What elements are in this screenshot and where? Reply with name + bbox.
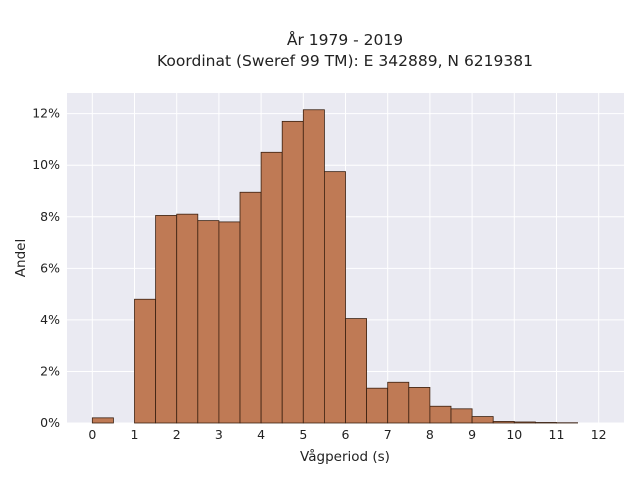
x-tick-label: 4 xyxy=(257,427,265,442)
x-tick-label: 0 xyxy=(88,427,96,442)
histogram-bar xyxy=(281,120,304,424)
x-tick-label: 2 xyxy=(173,427,181,442)
x-tick-label: 3 xyxy=(215,427,223,442)
histogram-bar xyxy=(134,298,157,424)
histogram-bar xyxy=(155,215,178,424)
histogram-bar xyxy=(387,381,410,424)
histogram-bar xyxy=(176,213,199,424)
histogram-bar xyxy=(534,422,557,424)
x-axis-label: Vågperiod (s) xyxy=(300,448,390,465)
histogram-bar xyxy=(260,151,283,424)
histogram-bar xyxy=(345,318,367,424)
histogram-bar xyxy=(408,387,431,424)
histogram-bar xyxy=(218,221,241,424)
y-tick-label: 2% xyxy=(40,363,60,378)
y-tick-label: 10% xyxy=(32,157,60,172)
x-tick-label: 7 xyxy=(384,427,392,442)
y-tick-labels: 0% 2% 4% 6% 8% 10% 12% xyxy=(32,106,60,430)
histogram-bar xyxy=(239,191,262,424)
y-tick-label: 6% xyxy=(40,260,60,275)
y-tick-label: 0% xyxy=(40,415,60,430)
histogram-bar xyxy=(197,220,220,424)
histogram-bar xyxy=(450,408,473,424)
x-tick-labels: 0 1 2 3 4 5 6 7 8 9 10 11 12 xyxy=(88,427,606,442)
histogram-bar xyxy=(513,421,536,424)
bars-group xyxy=(91,109,578,424)
x-tick-label: 12 xyxy=(591,427,607,442)
y-tick-label: 4% xyxy=(40,312,60,327)
histogram-bar xyxy=(471,416,494,424)
histogram-bar xyxy=(429,405,452,424)
y-tick-label: 12% xyxy=(32,106,60,121)
x-tick-label: 11 xyxy=(549,427,565,442)
x-tick-label: 6 xyxy=(342,427,350,442)
y-tick-label: 8% xyxy=(40,209,60,224)
histogram-bar xyxy=(302,109,325,424)
x-tick-label: 10 xyxy=(506,427,522,442)
histogram-bar xyxy=(366,387,389,424)
histogram-bar xyxy=(492,421,515,424)
histogram-bar xyxy=(324,171,346,424)
histogram-bar xyxy=(91,417,114,424)
x-tick-label: 1 xyxy=(131,427,139,442)
x-tick-label: 8 xyxy=(426,427,434,442)
x-tick-label: 9 xyxy=(468,427,476,442)
x-tick-label: 5 xyxy=(299,427,307,442)
chart-subtitle: Koordinat (Sweref 99 TM): E 342889, N 62… xyxy=(157,52,533,70)
chart-title: År 1979 - 2019 xyxy=(287,30,403,49)
y-axis-label: Andel xyxy=(13,239,29,277)
